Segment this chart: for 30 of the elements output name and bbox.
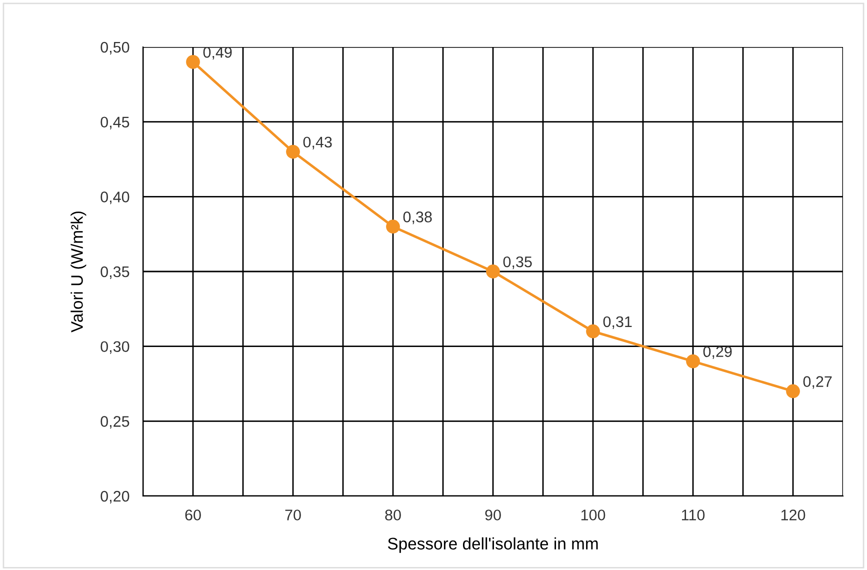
data-label: 0,35 xyxy=(503,256,532,270)
data-label: 0,27 xyxy=(803,376,832,389)
point xyxy=(786,384,800,398)
x-tick-label: 90 xyxy=(485,510,501,520)
point xyxy=(386,220,400,234)
data-label: 0,49 xyxy=(203,46,232,60)
x-tick-label: 80 xyxy=(385,510,401,520)
data-label: 0,43 xyxy=(303,136,332,150)
y-tick-label: 0,20 xyxy=(100,490,130,504)
x-tick-label: 120 xyxy=(781,510,806,520)
y-tick-label: 0,30 xyxy=(100,341,130,354)
x-tick-label: 70 xyxy=(285,510,301,520)
point xyxy=(286,144,300,159)
y-tick-label: 0,40 xyxy=(100,192,130,204)
x-tick-label: 60 xyxy=(185,510,201,520)
x-tick-label: 100 xyxy=(581,510,606,520)
y-tick-label: 0,50 xyxy=(100,42,130,54)
y-tick-label: 0,25 xyxy=(100,416,130,429)
x-tick-label: 110 xyxy=(682,510,705,520)
point xyxy=(686,354,700,368)
data-label: 0,38 xyxy=(403,212,432,224)
data-label: 0,29 xyxy=(703,346,732,359)
point xyxy=(186,55,200,69)
data-label: 0,31 xyxy=(603,316,632,329)
y-tick-label: 0,35 xyxy=(100,266,130,279)
x-axis-title: Spessore dell'isolante in mm xyxy=(388,537,598,553)
point xyxy=(586,324,600,338)
y-axis-title: Valori U (W/m²k) xyxy=(70,212,86,332)
point xyxy=(486,264,500,278)
y-tick-label: 0,45 xyxy=(100,116,130,130)
